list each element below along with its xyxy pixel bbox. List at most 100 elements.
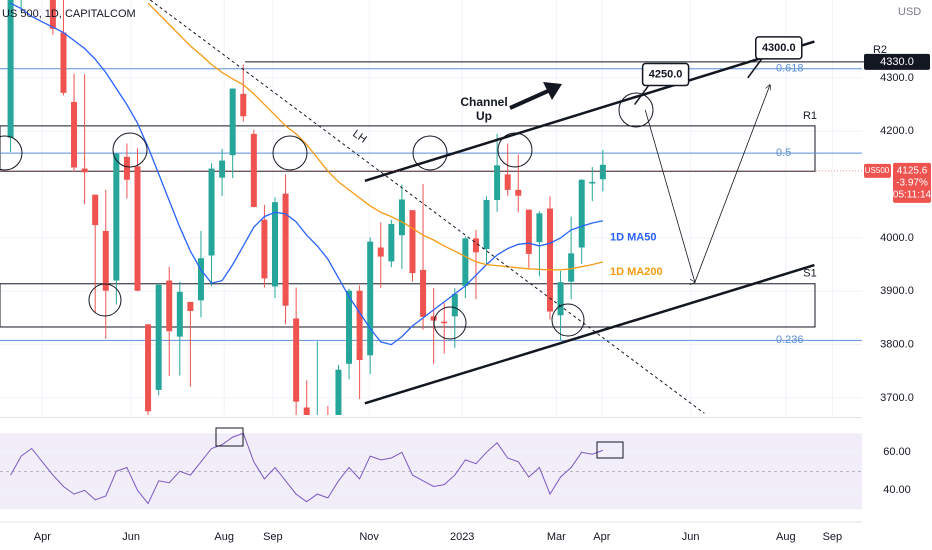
candle-body (483, 200, 490, 250)
candle-body (102, 230, 109, 291)
rsi-band (0, 433, 862, 510)
channel-label: Channel Up (460, 95, 508, 123)
candle-body (388, 224, 395, 262)
candle-body (92, 194, 99, 226)
candle-body (536, 213, 543, 243)
rsi-tick-label: 40.00 (883, 484, 911, 496)
series-label: 1D MA200 (610, 266, 663, 278)
countdown-label: 05:11:14 (893, 190, 932, 201)
candle-body (462, 238, 469, 286)
rsi-pane (0, 432, 862, 510)
candle-body (367, 241, 374, 356)
candle-body (494, 165, 501, 201)
candle-body (219, 160, 226, 178)
candle-body (557, 282, 564, 316)
x-tick-label: Aug (776, 531, 796, 543)
candle-body (377, 247, 384, 257)
candle-body (451, 293, 458, 317)
fib-label: 0.236 (776, 334, 804, 346)
candle-body (420, 269, 427, 317)
candle-body (71, 101, 78, 168)
candle-body (123, 156, 130, 180)
candle-body (568, 253, 575, 282)
change-label: -3.97% (896, 178, 928, 189)
candle-body (49, 0, 56, 29)
price-pane (0, 0, 862, 415)
resistance-axis-label: 4330.0 (880, 56, 914, 68)
candle-body (578, 179, 585, 248)
candle-body (398, 199, 405, 236)
candle-body (155, 284, 162, 390)
highlight-circle (112, 132, 148, 168)
channel-arrow (509, 89, 549, 110)
candle-body (261, 219, 268, 279)
target-pointer (747, 58, 763, 79)
x-tick-label: Apr (34, 531, 51, 543)
highlight-circle (618, 92, 654, 128)
rsi-highlight-box (596, 441, 624, 459)
candle-body (293, 318, 300, 402)
last-price-label: 4125.6 (897, 166, 928, 177)
rsi-highlight-box (215, 427, 244, 447)
lower-high-trendline (149, 0, 705, 414)
highlight-circle (0, 135, 23, 171)
candle-body (60, 32, 67, 93)
highlight-circle (88, 283, 122, 317)
highlight-circle (272, 135, 308, 171)
y-tick-label: 4200.0 (880, 125, 914, 137)
y-tick-label: 3900.0 (880, 285, 914, 297)
candle-body (335, 369, 342, 415)
sr-zone (0, 283, 816, 328)
y-tick-label: 3700.0 (880, 392, 914, 404)
candle-body (504, 174, 511, 190)
x-tick-label: Aug (214, 531, 234, 543)
candle-body (229, 88, 236, 156)
chart-title: US 500, 1D, CAPITALCOM (2, 8, 136, 20)
candle-body (441, 321, 448, 324)
channel-line (364, 40, 815, 182)
candle-body (240, 93, 247, 117)
x-tick-label: Jun (122, 531, 140, 543)
series-label: 1D MA50 (610, 232, 656, 244)
candle-body (303, 407, 310, 415)
symbol-tag (864, 163, 891, 178)
fib-label: 0.618 (776, 63, 804, 75)
symbol-label: US500 (865, 166, 890, 175)
target-label: 4300.0 (762, 42, 796, 54)
candle-body (546, 208, 553, 312)
target-box (641, 62, 690, 87)
trendline-label: LH (350, 128, 368, 146)
projection-path (644, 85, 770, 282)
candle-body (208, 168, 215, 256)
rsi-tick-label: 60.00 (883, 446, 911, 458)
candle-body (515, 189, 522, 196)
price-tag (893, 162, 931, 203)
target-box (755, 36, 803, 60)
sr-zone (0, 125, 816, 172)
y-tick-label: 4300.0 (880, 72, 914, 84)
x-tick-label: 2023 (450, 531, 474, 543)
candle-body (409, 210, 416, 274)
x-tick-label: Mar (547, 531, 566, 543)
axis-label-box (864, 53, 930, 70)
candle-body (166, 280, 173, 332)
fib-label: 0.5 (776, 147, 791, 159)
x-tick-label: Sep (823, 531, 843, 543)
y-tick-label: 4000.0 (880, 232, 914, 244)
rsi-line (10, 432, 604, 505)
target-pointer (633, 85, 650, 105)
channel-arrowhead (543, 82, 562, 100)
x-tick-label: Nov (359, 531, 379, 543)
candle-body (250, 133, 257, 207)
channel-line (364, 263, 815, 405)
highlight-circle (433, 306, 467, 340)
candle-body (134, 166, 141, 291)
candle-body (599, 164, 606, 180)
candle-body (176, 291, 183, 337)
target-label: 4250.0 (649, 68, 683, 80)
candle-body (187, 301, 194, 311)
x-tick-label: Apr (593, 531, 610, 543)
